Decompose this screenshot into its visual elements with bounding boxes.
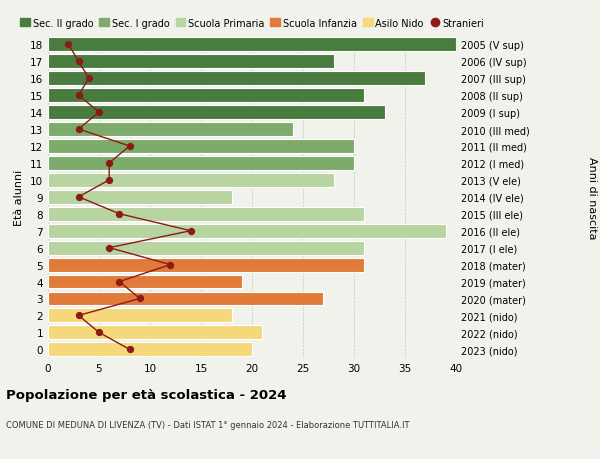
Point: [74, 58, 83, 66]
Bar: [48, 72, 425, 86]
Text: COMUNE DI MEDUNA DI LIVENZA (TV) - Dati ISTAT 1° gennaio 2024 - Elaborazione TUT: COMUNE DI MEDUNA DI LIVENZA (TV) - Dati …: [6, 420, 409, 429]
Bar: [48, 275, 242, 289]
Point: [186, 228, 196, 235]
Point: [104, 177, 114, 184]
Point: [64, 41, 73, 49]
Point: [94, 329, 104, 336]
Text: Anni di nascita: Anni di nascita: [587, 156, 597, 239]
Bar: [48, 207, 364, 221]
Point: [166, 261, 175, 269]
Bar: [48, 190, 232, 204]
Y-axis label: Età alunni: Età alunni: [14, 169, 25, 225]
Bar: [48, 326, 262, 340]
Bar: [48, 123, 293, 137]
Point: [74, 312, 83, 319]
Bar: [48, 292, 323, 306]
Point: [115, 211, 124, 218]
Bar: [48, 38, 456, 52]
Bar: [48, 224, 446, 238]
Point: [125, 143, 134, 150]
Point: [94, 109, 104, 117]
Legend: Sec. II grado, Sec. I grado, Scuola Primaria, Scuola Infanzia, Asilo Nido, Stran: Sec. II grado, Sec. I grado, Scuola Prim…: [20, 19, 484, 28]
Bar: [48, 309, 232, 323]
Bar: [48, 241, 364, 255]
Bar: [48, 174, 334, 187]
Point: [74, 92, 83, 100]
Point: [135, 295, 145, 302]
Bar: [48, 55, 334, 69]
Point: [125, 346, 134, 353]
Bar: [48, 157, 354, 170]
Bar: [48, 106, 385, 120]
Point: [84, 75, 94, 83]
Point: [104, 245, 114, 252]
Point: [74, 126, 83, 134]
Bar: [48, 89, 364, 103]
Bar: [48, 140, 354, 154]
Point: [104, 160, 114, 167]
Text: Popolazione per età scolastica - 2024: Popolazione per età scolastica - 2024: [6, 388, 287, 401]
Point: [74, 194, 83, 201]
Point: [115, 278, 124, 285]
Bar: [48, 258, 364, 272]
Bar: [48, 342, 252, 357]
